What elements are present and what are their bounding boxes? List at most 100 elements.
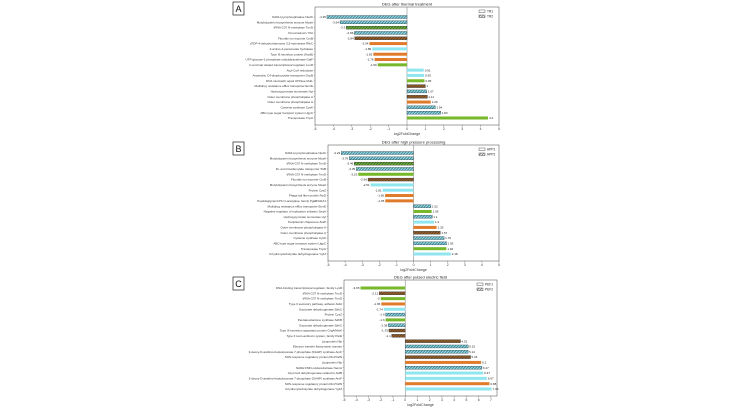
bar-category-label: tRNA G37 N-methylase TrmD — [287, 162, 327, 166]
bar-rect — [382, 188, 414, 192]
x-tick-label: -4 — [355, 398, 358, 402]
bar-rect — [413, 252, 451, 256]
chart-title: DEG after high pressure processing — [382, 140, 446, 145]
bar-data-label: 1.11 — [428, 95, 434, 99]
bar-data-label: 1 — [426, 84, 428, 88]
x-tick-label: -4 — [332, 127, 335, 131]
panel-a: A DEG after thermal treatment -5 -4 -3 -2 -1 0 1… — [232, 2, 500, 136]
panel-letter: B — [235, 144, 241, 154]
bar-hatch — [354, 36, 407, 40]
bar-hatch — [379, 291, 406, 295]
bar-hatch — [388, 323, 406, 327]
x-tick-label: 0 — [404, 398, 406, 402]
x-tick-label: 4 — [480, 127, 482, 131]
bar-data-label: 1.06 — [433, 210, 439, 214]
bar — [381, 302, 406, 306]
bar-category-label: Outer membrane phospholipase A — [280, 231, 326, 235]
bar-category-label: Acyl-CoA dehydrogenase related to AidB — [288, 371, 342, 375]
bar-hatch — [407, 84, 426, 88]
chart-title: DEG after pulsed electric field — [394, 275, 447, 280]
x-tick-label: 3 — [464, 263, 466, 267]
bar-rect — [381, 302, 406, 306]
bar-category-label: 3-deoxy-D-arabino-heptulosonate 7-phosph… — [249, 350, 343, 354]
panel-letter-box — [232, 276, 245, 291]
bar-category-label: Lipoprotein Nlp — [322, 339, 343, 343]
bar — [406, 89, 427, 94]
bar-rect — [405, 382, 490, 386]
bar — [413, 225, 437, 229]
bar-hatch — [413, 236, 445, 240]
bar — [405, 344, 469, 349]
bar-hatch — [405, 350, 469, 354]
bar — [413, 209, 432, 213]
bar-category-label: Hydroxypyruvate isomerase Hyi — [284, 215, 327, 219]
bar-category-label: tRNA G37 N-methylase TrmD — [303, 291, 343, 295]
bar-data-label: -2.12 — [371, 291, 378, 295]
bar — [349, 156, 414, 160]
x-tick-label: 2 — [429, 398, 431, 402]
x-tick-label: 4 — [481, 263, 483, 267]
bar-data-label: -2.66 — [360, 178, 367, 182]
x-tick-label: 3 — [461, 127, 463, 131]
bar-data-label: 1.54 — [436, 105, 442, 109]
bar-category-label: Protein CysZ — [309, 188, 327, 192]
bar-category-label: Electron transfer flavoprotein domain — [293, 345, 342, 349]
bar — [379, 291, 406, 295]
x-tick-label: -2 — [379, 398, 382, 402]
bar-data-label: -3.76 — [341, 156, 348, 160]
bar — [346, 25, 408, 30]
bar — [407, 116, 488, 120]
bar-category-label: Lipoprotein Nlp — [322, 361, 343, 365]
bar-data-label: 1.57 — [441, 231, 447, 235]
legend-label: TR2 — [487, 14, 493, 18]
x-tick-label: 5 — [498, 127, 500, 131]
bar-category-label: UTP-glucose-1-phosphate uridylyltransfer… — [245, 58, 313, 62]
bar — [377, 63, 407, 67]
bar-hatch — [413, 215, 433, 219]
x-tick-label: 1 — [417, 398, 419, 402]
bar — [406, 84, 426, 88]
bar-category-label: Outer membrane phospholipase A — [280, 226, 326, 230]
bar-data-label: 0.91 — [425, 68, 431, 72]
bar-rect — [405, 360, 482, 364]
bar-data-label: 1.35 — [438, 226, 444, 230]
bar-rect — [385, 318, 406, 322]
bar-data-label: -1.65 — [377, 199, 384, 203]
bar-category-label: Transposase TnpA — [288, 116, 313, 120]
legend-swatch — [478, 14, 486, 18]
bar — [382, 188, 414, 192]
bar-rect — [369, 42, 407, 46]
bar-rect — [413, 209, 432, 213]
bar-hatch — [405, 339, 461, 343]
x-tick-label: 2 — [447, 263, 449, 267]
bar-category-label: Molybdopterin biosynthesis enzyme MoaA — [257, 20, 313, 24]
bar-rect — [413, 225, 437, 229]
bar — [358, 172, 414, 176]
bar-rect — [385, 199, 414, 203]
bar-data-label: 5.15 — [469, 345, 475, 349]
legend-label: HPP1 — [487, 147, 496, 151]
bar-category-label: Molybdopterin biosynthesis enzyme MoaA — [270, 156, 326, 160]
bar-category-label: Cysteine synthase CysK — [280, 105, 313, 109]
bar-category-label: Outer membrane phospholipase A — [267, 100, 313, 104]
legend-label: TR1 — [487, 9, 493, 13]
bar — [326, 15, 408, 19]
bar-category-label: SOS-response regulatory protein DinI/Yaf… — [285, 355, 342, 359]
bar-category-label: Acyl-CoA reductase — [287, 68, 314, 72]
bar — [391, 334, 406, 338]
bar-data-label: -1.76 — [367, 58, 374, 62]
x-tick-label: -2 — [369, 127, 372, 131]
bar — [413, 231, 441, 235]
bar-category-label: ABC-type sugar transport system UgpC — [273, 241, 327, 245]
bar-data-label: 5.34 — [472, 355, 478, 359]
bar-data-label: -1.1 — [386, 334, 392, 338]
bar-data-label: -1.95 — [373, 302, 380, 306]
x-tick-label: -2 — [378, 263, 381, 267]
bar-data-label: -3.46 — [346, 162, 353, 166]
bar-data-label: 6.37 — [484, 371, 490, 375]
bar-data-label: -1.6 — [379, 313, 385, 317]
bar-category-label: Periplasmic chaperone ZraP — [288, 220, 326, 224]
bar-rect — [358, 172, 414, 176]
bar-data-label: -1.89 — [364, 47, 371, 51]
plot-frame — [343, 279, 498, 397]
